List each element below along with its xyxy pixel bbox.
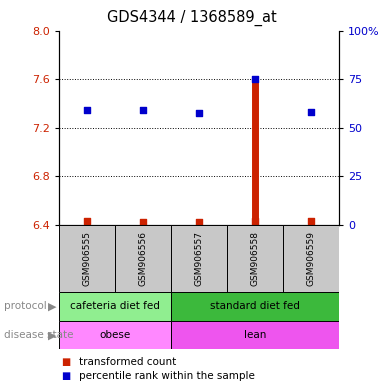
Text: ▶: ▶: [48, 301, 57, 311]
Text: percentile rank within the sample: percentile rank within the sample: [79, 371, 254, 381]
Text: protocol: protocol: [4, 301, 47, 311]
Bar: [227, 225, 283, 292]
Text: GSM906556: GSM906556: [139, 231, 148, 286]
Point: [308, 218, 314, 224]
Bar: [59, 225, 115, 292]
Point: [308, 109, 314, 115]
Text: ■: ■: [61, 371, 70, 381]
Text: ■: ■: [61, 357, 70, 367]
Bar: [59, 321, 171, 349]
Point: [252, 218, 258, 224]
Bar: [171, 292, 339, 321]
Point: [196, 110, 202, 116]
Text: GSM906559: GSM906559: [306, 231, 316, 286]
Point: [84, 106, 90, 113]
Text: GSM906555: GSM906555: [83, 231, 92, 286]
Text: disease state: disease state: [4, 330, 73, 340]
Text: GSM906558: GSM906558: [250, 231, 260, 286]
Text: standard diet fed: standard diet fed: [210, 301, 300, 311]
Text: GSM906557: GSM906557: [195, 231, 204, 286]
Text: obese: obese: [100, 330, 131, 340]
Point: [140, 219, 146, 225]
Bar: [171, 321, 339, 349]
Point: [196, 219, 202, 225]
Point: [252, 76, 258, 82]
Text: GDS4344 / 1368589_at: GDS4344 / 1368589_at: [106, 10, 277, 26]
Point: [84, 218, 90, 224]
Bar: [283, 225, 339, 292]
Bar: [59, 292, 171, 321]
Text: ▶: ▶: [48, 330, 57, 340]
Text: cafeteria diet fed: cafeteria diet fed: [70, 301, 160, 311]
Text: transformed count: transformed count: [79, 357, 176, 367]
Bar: [171, 225, 227, 292]
Text: lean: lean: [244, 330, 266, 340]
Bar: [115, 225, 171, 292]
Point: [140, 106, 146, 113]
